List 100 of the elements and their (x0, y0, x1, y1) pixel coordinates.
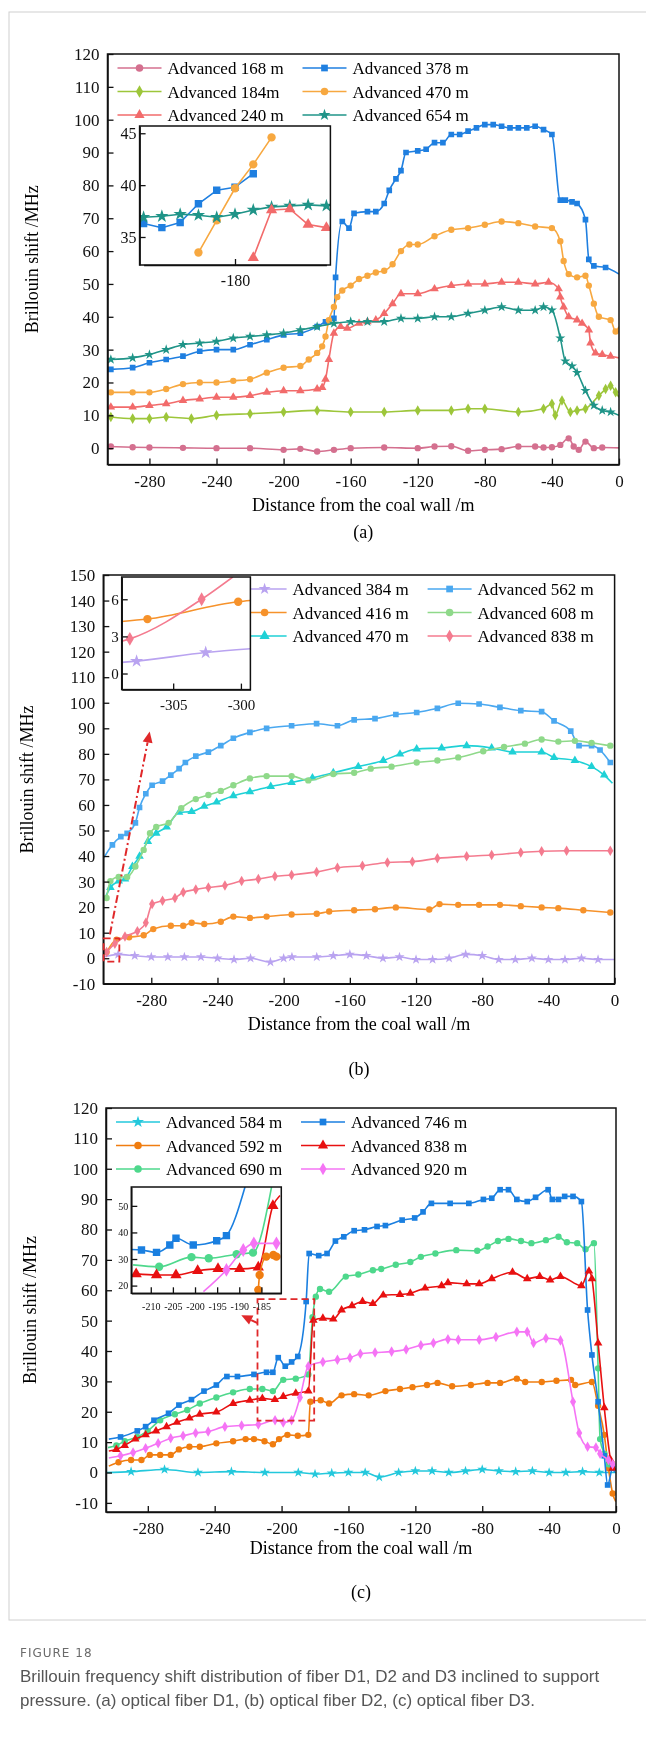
y-tick-label: 40 (82, 307, 100, 327)
y-tick-label: 20 (118, 1280, 129, 1292)
legend-label: Advanced 690 m (166, 1160, 283, 1179)
x-tick-label: -280 (134, 471, 166, 491)
y-tick-label: 140 (69, 591, 96, 611)
x-tick-label: -160 (335, 471, 367, 491)
y-tick-label: 50 (78, 821, 96, 841)
legend-label: Advanced 470 m (352, 82, 469, 102)
x-tick-label: -205 (164, 1301, 183, 1313)
y-tick-label: 30 (82, 340, 100, 360)
y-tick-label: 40 (118, 1227, 129, 1239)
legend-label: Advanced 562 m (477, 580, 594, 599)
y-tick-label: 10 (78, 923, 96, 943)
legend-label: Advanced 608 m (477, 603, 594, 623)
legend-label: Advanced 838 m (351, 1136, 468, 1156)
x-tick-label: -190 (230, 1301, 249, 1313)
y-tick-label: 90 (78, 719, 96, 739)
legend-label: Advanced 378 m (352, 59, 469, 78)
y-tick-label: 0 (111, 665, 119, 682)
legend-label: Advanced 184m (167, 82, 280, 102)
y-tick-label: 80 (78, 744, 96, 764)
x-axis-title: Distance from the coal wall /m (252, 494, 475, 515)
y-tick-label: 20 (81, 1402, 98, 1422)
legend-label: Advanced 584 m (166, 1113, 283, 1132)
x-tick-label: -40 (537, 990, 561, 1010)
x-tick-label: -180 (220, 272, 251, 290)
y-tick-label: -10 (72, 974, 96, 994)
y-tick-label: 60 (78, 795, 96, 815)
legend-label: Advanced 746 m (351, 1113, 468, 1132)
x-axis-title: Distance from the coal wall /m (249, 1538, 473, 1558)
x-tick-label: -160 (333, 1519, 365, 1539)
y-tick-label: 40 (78, 846, 96, 866)
y-tick-label: 60 (81, 1281, 98, 1301)
legend-label: Advanced 470 m (292, 627, 409, 646)
y-tick-label: 120 (74, 44, 100, 64)
legend-label: Advanced 416 m (292, 603, 409, 623)
text: (c) (351, 1582, 371, 1603)
y-tick-label: -10 (75, 1493, 98, 1513)
y-tick-label: 60 (82, 242, 100, 262)
x-tick-label: -240 (201, 471, 233, 491)
y-tick-label: 100 (74, 110, 100, 130)
y-tick-label: 70 (82, 209, 100, 229)
y-tick-label: 10 (82, 406, 100, 426)
x-tick-label: -240 (202, 990, 234, 1010)
y-tick-label: 120 (69, 642, 96, 662)
y-tick-label: 110 (70, 668, 96, 688)
y-tick-label: 130 (69, 617, 96, 637)
x-tick-label: 0 (615, 471, 624, 491)
y-tick-label: 50 (118, 1200, 129, 1212)
caption: FIGURE 18 (20, 1646, 93, 1660)
y-tick-label: 90 (82, 143, 100, 163)
x-axis-title: Distance from the coal wall /m (247, 1013, 471, 1034)
legend-label: Advanced 240 m (167, 106, 284, 125)
x-tick-label: -200 (266, 1519, 298, 1539)
legend-label: Advanced 592 m (166, 1136, 283, 1156)
y-tick-label: 30 (81, 1372, 98, 1392)
y-tick-label: 100 (69, 693, 96, 713)
x-tick-label: -305 (159, 697, 188, 714)
y-tick-label: 150 (69, 565, 96, 585)
x-tick-label: -40 (541, 471, 564, 491)
y-tick-label: 120 (72, 1098, 98, 1118)
y-tick-label: 40 (120, 176, 137, 194)
y-tick-label: 70 (78, 770, 96, 790)
y-tick-label: 20 (82, 373, 100, 393)
x-tick-label: -200 (268, 471, 300, 491)
x-tick-label: -240 (199, 1519, 231, 1539)
y-tick-label: 100 (72, 1159, 98, 1179)
y-tick-label: 110 (74, 77, 100, 97)
x-tick-label: -160 (334, 990, 366, 1010)
x-tick-label: -300 (227, 697, 256, 714)
legend-label: Advanced 654 m (352, 106, 469, 125)
y-tick-label: 20 (78, 898, 96, 918)
y-tick-label: 80 (81, 1220, 98, 1240)
y-tick-label: 35 (120, 228, 137, 246)
y-tick-label: 3 (111, 628, 119, 645)
x-tick-label: -280 (136, 990, 168, 1010)
x-tick-label: -200 (186, 1301, 205, 1313)
y-tick-label: 10 (81, 1433, 98, 1453)
legend-label: Advanced 920 m (351, 1160, 468, 1179)
x-tick-label: 0 (610, 990, 620, 1010)
y-tick-label: 50 (82, 274, 100, 294)
x-tick-label: 0 (612, 1519, 621, 1539)
x-tick-label: -40 (538, 1519, 561, 1539)
text: (b) (348, 1058, 370, 1080)
y-tick-label: 0 (86, 949, 96, 969)
text: Brillouin frequency shift distribution of fiber D1, D2 and D3 inclined to support pressure. (a) optical fiber D1, (b) optical fiber D2, (c) optical fiber D3. (20, 1667, 600, 1710)
y-tick-label: 70 (81, 1250, 98, 1270)
y-tick-label: 40 (81, 1341, 98, 1361)
y-axis-title: Brillouin shift /MHz (17, 705, 38, 854)
x-tick-label: -120 (400, 990, 433, 1010)
x-tick-label: -210 (142, 1301, 161, 1313)
y-tick-label: 6 (111, 591, 120, 608)
x-tick-label: -80 (474, 471, 497, 491)
x-tick-label: -120 (400, 1519, 432, 1539)
x-tick-label: -200 (268, 990, 300, 1010)
y-tick-label: 80 (82, 176, 100, 196)
y-tick-label: 110 (73, 1129, 98, 1149)
legend-label: Advanced 384 m (292, 580, 409, 599)
y-axis-title: Brillouin shift /MHz (20, 1235, 40, 1384)
legend-label: Advanced 168 m (167, 59, 284, 78)
